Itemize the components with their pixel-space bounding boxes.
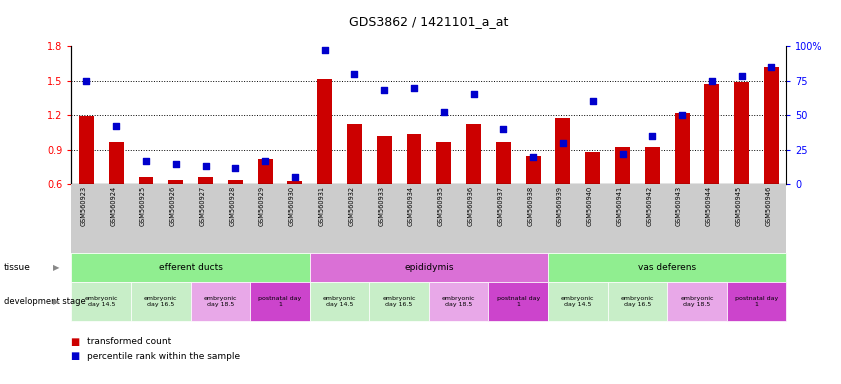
Bar (674, 113, 690, 184)
Text: GSM560925: GSM560925 (140, 186, 146, 227)
Bar (496, 142, 510, 184)
Text: epididymis: epididymis (405, 263, 453, 272)
Text: postnatal day
1: postnatal day 1 (497, 296, 540, 307)
Text: GSM560924: GSM560924 (110, 186, 116, 227)
Bar (734, 82, 749, 184)
Point (616, 151, 629, 157)
Text: GSM560927: GSM560927 (199, 186, 205, 227)
Point (586, 98, 600, 104)
Text: GSM560943: GSM560943 (676, 186, 682, 226)
Point (556, 140, 569, 146)
Bar (764, 67, 779, 184)
Bar (645, 147, 659, 184)
Text: GSM560942: GSM560942 (646, 186, 653, 227)
Text: GSM560939: GSM560939 (557, 186, 563, 226)
Point (318, 47, 331, 53)
Point (497, 126, 510, 132)
Text: embryonic
day 18.5: embryonic day 18.5 (680, 296, 714, 307)
Bar (317, 79, 332, 184)
Point (198, 163, 212, 169)
Text: development stage: development stage (4, 297, 86, 306)
Text: embryonic
day 16.5: embryonic day 16.5 (621, 296, 654, 307)
Text: embryonic
day 18.5: embryonic day 18.5 (442, 296, 475, 307)
Text: embryonic
day 16.5: embryonic day 16.5 (383, 296, 416, 307)
Text: GSM560923: GSM560923 (81, 186, 87, 226)
Bar (406, 134, 421, 184)
Text: percentile rank within the sample: percentile rank within the sample (87, 352, 240, 361)
Point (437, 109, 451, 116)
Text: embryonic
day 14.5: embryonic day 14.5 (84, 296, 118, 307)
Point (378, 87, 391, 93)
Text: GSM560928: GSM560928 (230, 186, 235, 227)
Point (467, 91, 480, 98)
Text: GSM560930: GSM560930 (288, 186, 295, 226)
Text: GSM560940: GSM560940 (587, 186, 593, 227)
Text: ■: ■ (71, 351, 84, 361)
Text: tissue: tissue (4, 263, 31, 272)
Text: ▶: ▶ (53, 263, 60, 272)
Bar (615, 147, 630, 184)
Bar (288, 181, 302, 184)
Point (735, 73, 748, 79)
Bar (198, 177, 213, 184)
Text: GSM560936: GSM560936 (468, 186, 473, 226)
Text: GDS3862 / 1421101_a_at: GDS3862 / 1421101_a_at (349, 15, 509, 28)
Point (675, 112, 689, 118)
Point (646, 133, 659, 139)
Point (347, 71, 361, 77)
Text: ▶: ▶ (53, 297, 60, 306)
Text: GSM560934: GSM560934 (408, 186, 414, 226)
Point (764, 64, 778, 70)
Bar (526, 156, 541, 184)
Bar (347, 124, 362, 184)
Point (80, 78, 93, 84)
Text: GSM560929: GSM560929 (259, 186, 265, 226)
Point (109, 123, 123, 129)
Text: embryonic
day 18.5: embryonic day 18.5 (204, 296, 237, 307)
Bar (79, 116, 94, 184)
Bar (108, 142, 124, 184)
Text: efferent ducts: efferent ducts (159, 263, 223, 272)
Bar (466, 124, 481, 184)
Text: GSM560945: GSM560945 (736, 186, 742, 227)
Text: GSM560938: GSM560938 (527, 186, 533, 226)
Point (407, 84, 420, 91)
Bar (257, 159, 272, 184)
Bar (585, 152, 600, 184)
Text: postnatal day
1: postnatal day 1 (735, 296, 778, 307)
Bar (556, 118, 570, 184)
Bar (139, 177, 153, 184)
Bar (168, 180, 183, 184)
Text: vas deferens: vas deferens (638, 263, 696, 272)
Point (705, 78, 718, 84)
Point (258, 158, 272, 164)
Text: GSM560926: GSM560926 (170, 186, 176, 227)
Text: postnatal day
1: postnatal day 1 (258, 296, 302, 307)
Bar (705, 84, 719, 184)
Point (140, 158, 153, 164)
Text: ■: ■ (71, 337, 84, 347)
Text: GSM560946: GSM560946 (765, 186, 771, 227)
Point (288, 174, 302, 180)
Text: GSM560931: GSM560931 (319, 186, 325, 226)
Bar (228, 180, 243, 184)
Point (169, 161, 182, 167)
Point (526, 154, 540, 160)
Bar (377, 136, 392, 184)
Text: transformed count: transformed count (87, 337, 171, 346)
Text: GSM560935: GSM560935 (438, 186, 444, 226)
Text: embryonic
day 14.5: embryonic day 14.5 (323, 296, 357, 307)
Text: GSM560937: GSM560937 (497, 186, 504, 226)
Text: GSM560932: GSM560932 (348, 186, 354, 226)
Text: GSM560941: GSM560941 (616, 186, 622, 226)
Text: GSM560944: GSM560944 (706, 186, 711, 227)
Bar (436, 142, 452, 184)
Text: embryonic
day 16.5: embryonic day 16.5 (144, 296, 177, 307)
Text: GSM560933: GSM560933 (378, 186, 384, 226)
Text: embryonic
day 14.5: embryonic day 14.5 (561, 296, 595, 307)
Point (229, 165, 242, 171)
